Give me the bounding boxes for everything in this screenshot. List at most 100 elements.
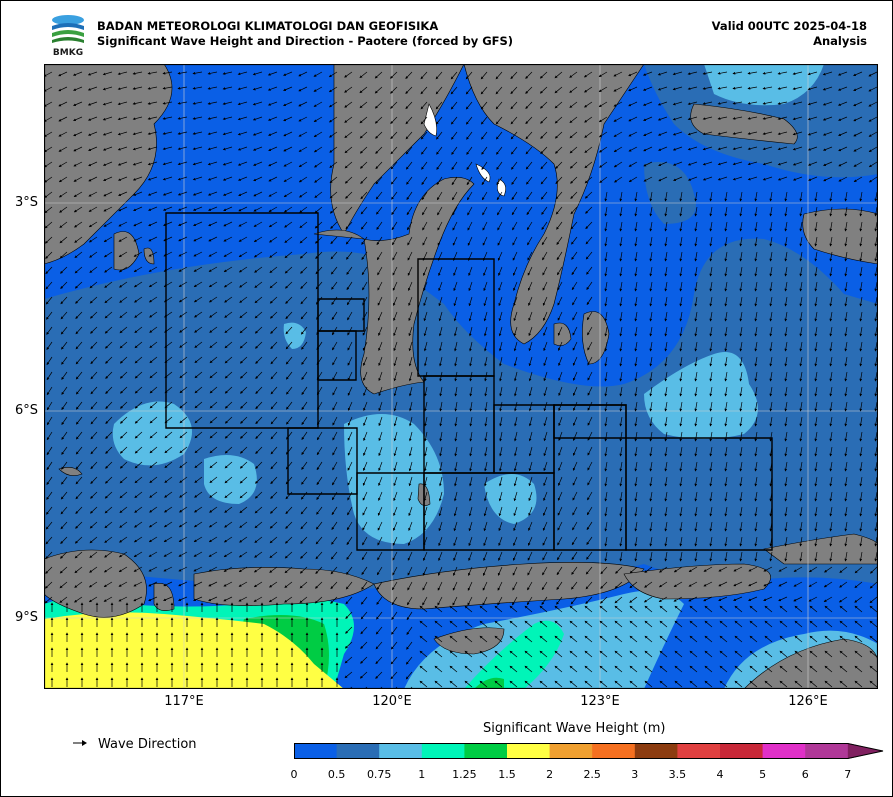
wave-arrow	[466, 146, 473, 155]
wave-arrow	[584, 191, 593, 199]
wave-arrow	[540, 191, 548, 200]
map-subtitle: Significant Wave Height and Direction - …	[97, 34, 514, 48]
wave-arrow	[360, 191, 368, 200]
wave-arrow	[540, 161, 548, 170]
wave-arrow	[374, 71, 383, 79]
wave-arrow	[868, 131, 878, 137]
wave-arrow	[132, 131, 143, 136]
wave-arrow	[481, 146, 488, 155]
land-timor	[623, 563, 771, 600]
wave-arrow	[177, 146, 188, 151]
wave-arrow	[762, 131, 773, 135]
wave-arrow	[268, 176, 278, 182]
wave-arrow	[657, 131, 668, 136]
wave-arrow	[177, 116, 188, 120]
wave-arrow	[117, 86, 128, 91]
wave-arrow	[823, 176, 833, 182]
wave-arrow	[792, 71, 803, 75]
colorbar-tick-label: 2	[546, 768, 554, 781]
wave-arrow	[451, 131, 458, 140]
wave-arrow	[267, 86, 278, 91]
wave-arrow	[657, 116, 668, 121]
wave-arrow	[628, 86, 638, 92]
wave-arrow	[777, 131, 788, 136]
wave-arrow	[569, 101, 578, 108]
wave-arrow	[298, 71, 308, 77]
wave-arrow	[252, 71, 263, 76]
wave-arrow	[132, 146, 143, 151]
colorbar-segment	[805, 743, 849, 759]
wave-arrow	[837, 86, 848, 91]
wave-arrow	[642, 101, 653, 106]
wave-arrow	[391, 191, 398, 200]
wave-arrow	[390, 176, 398, 185]
wave-arrow	[777, 146, 788, 151]
wave-arrow	[747, 131, 758, 135]
wave-arrow	[435, 116, 443, 125]
wave-arrow	[44, 86, 53, 92]
wave-arrow	[102, 101, 113, 106]
wave-arrow	[102, 131, 113, 136]
wave-arrow	[687, 161, 698, 166]
wave-arrow	[555, 161, 563, 169]
wave-arrow	[480, 86, 488, 95]
wave-arrow	[207, 86, 218, 90]
wave-arrow	[628, 161, 638, 167]
colorbar-segment	[464, 743, 508, 759]
wave-arrow	[732, 101, 743, 105]
wave-arrow	[390, 146, 398, 155]
colorbar-segment	[592, 743, 636, 759]
wave-arrow	[207, 71, 218, 75]
wave-arrow	[657, 101, 668, 106]
wave-arrow	[344, 116, 353, 123]
wave-arrow	[237, 86, 248, 91]
wave-arrow	[792, 131, 803, 136]
wave-arrow	[58, 86, 68, 92]
colorbar-segment	[720, 743, 764, 759]
wave-arrow	[540, 116, 548, 124]
wave-arrow	[583, 71, 593, 78]
wave-arrow	[87, 101, 98, 106]
colorbar-segment	[336, 743, 380, 759]
wave-arrow	[747, 176, 758, 181]
wave-arrow	[792, 86, 803, 90]
wave-arrow	[467, 191, 473, 201]
wave-arrow	[792, 116, 803, 121]
wave-arrow	[525, 101, 533, 110]
colorbar-tick-label: 7	[844, 768, 852, 781]
colorbar-tick-label: 5	[759, 768, 767, 781]
wave-arrow	[762, 101, 773, 105]
wave-arrow	[732, 161, 743, 166]
wave-arrow	[238, 191, 248, 197]
wave-arrow	[329, 191, 338, 199]
wave-arrow	[540, 131, 548, 139]
land-sulawesi-se	[463, 64, 645, 345]
bmkg-logo: BMKG	[52, 15, 84, 58]
wave-arrow	[853, 131, 863, 137]
wave-arrow	[313, 86, 323, 92]
wave-arrow	[450, 86, 458, 95]
wave-arrow	[405, 161, 413, 170]
wave-arrow	[868, 116, 878, 122]
colorbar-tick-label: 0	[290, 768, 298, 781]
wave-arrow	[360, 176, 368, 185]
wave-arrow	[359, 86, 368, 94]
wave-arrow	[390, 101, 398, 109]
wave-arrow	[359, 146, 368, 154]
colorbar-tick-label: 4	[716, 768, 724, 781]
wave-arrow	[405, 86, 413, 95]
wave-arrow	[177, 131, 188, 135]
wave-arrow	[329, 161, 338, 168]
colorbar-tick-label: 2.5	[583, 768, 601, 781]
wave-arrow	[554, 86, 563, 94]
wave-arrow	[747, 146, 758, 151]
wave-arrow	[702, 131, 713, 136]
wave-arrow	[88, 176, 98, 182]
header-right: Valid 00UTC 2025-04-18 Analysis	[712, 19, 867, 49]
wave-arrow	[192, 176, 203, 181]
wave-arrow	[298, 146, 308, 152]
wave-arrow	[313, 116, 323, 122]
wave-arrow	[539, 86, 548, 94]
wave-arrow	[525, 161, 533, 170]
wave-direction-label: Wave Direction	[98, 737, 197, 752]
